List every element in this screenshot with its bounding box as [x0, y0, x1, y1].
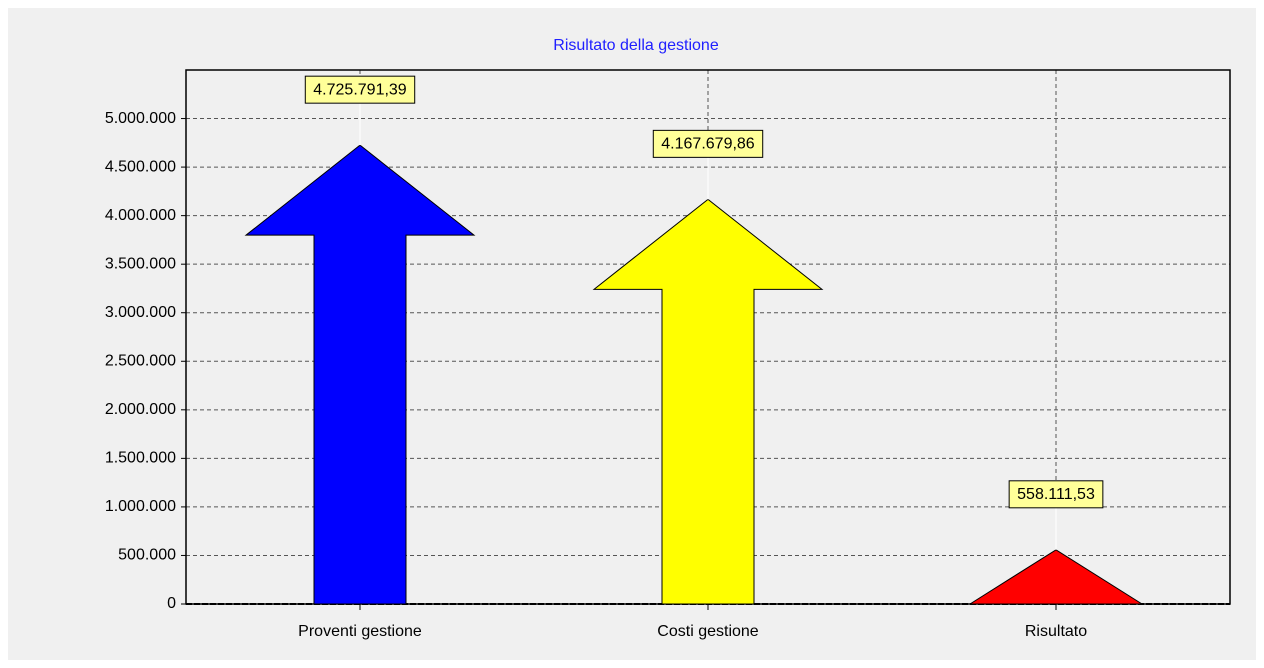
arrow-bar [592, 198, 824, 605]
y-tick-label: 3.500.000 [105, 255, 176, 272]
x-tick-label: Risultato [1025, 623, 1087, 640]
value-label-box [304, 75, 416, 104]
y-tick-label: 1.500.000 [105, 450, 176, 467]
value-label: 558.111,53 [1017, 486, 1095, 503]
arrow-bar [968, 549, 1144, 605]
y-tick-label: 2.000.000 [105, 401, 176, 418]
x-tick-label: Costi gestione [657, 623, 758, 640]
y-tick-label: 5.000.000 [105, 110, 176, 127]
y-tick-label: 4.000.000 [105, 207, 176, 224]
y-tick-label: 1.000.000 [105, 498, 176, 515]
chart-background [8, 8, 1256, 660]
y-tick-label: 4.500.000 [105, 158, 176, 175]
y-tick-label: 500.000 [118, 547, 176, 564]
y-tick-label: 2.500.000 [105, 352, 176, 369]
arrow-bar [244, 144, 476, 605]
value-label-box [652, 129, 764, 158]
y-tick-label: 3.000.000 [105, 304, 176, 321]
y-tick-label: 0 [167, 595, 176, 612]
value-label: 4.167.679,86 [661, 136, 755, 153]
value-label-box [1008, 480, 1104, 509]
value-label: 4.725.791,39 [313, 81, 407, 98]
x-tick-label: Proventi gestione [298, 623, 422, 640]
chart-title: Risultato della gestione [553, 37, 719, 54]
